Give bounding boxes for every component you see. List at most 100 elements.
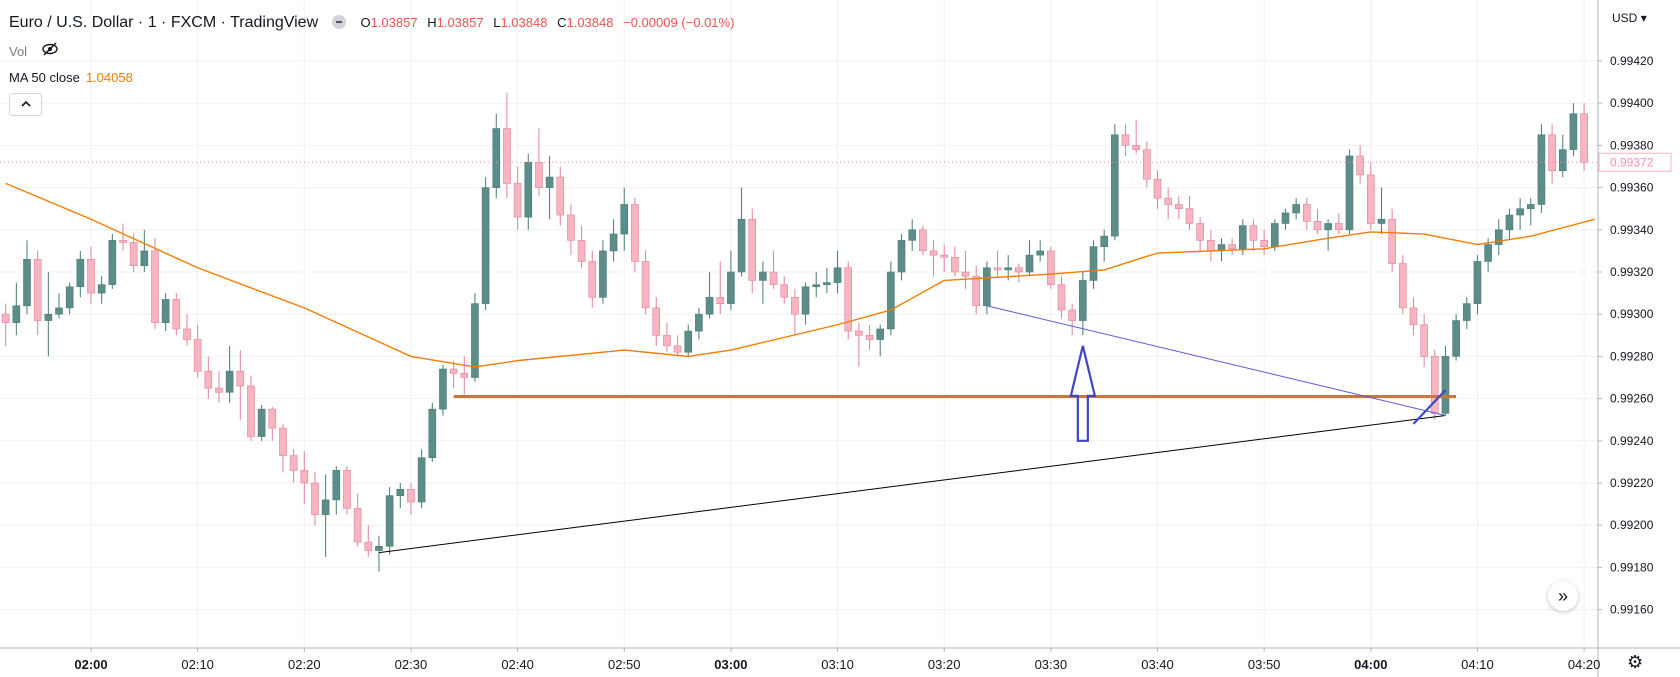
candle bbox=[332, 466, 341, 515]
candle-body bbox=[535, 161, 543, 188]
candle bbox=[705, 272, 714, 319]
candle-body bbox=[12, 305, 21, 323]
candle-body bbox=[151, 250, 159, 323]
candle-body bbox=[1324, 223, 1332, 231]
candles bbox=[1, 92, 1588, 572]
candle-body bbox=[908, 229, 917, 241]
price-tick-label: 0.99280 bbox=[1610, 349, 1654, 363]
price-tick-label: 0.99260 bbox=[1610, 392, 1654, 406]
eye-off-icon[interactable] bbox=[41, 42, 59, 59]
candle-body bbox=[887, 271, 895, 330]
candle bbox=[1228, 238, 1236, 256]
candle-body bbox=[833, 267, 842, 283]
candle bbox=[460, 356, 469, 395]
candle bbox=[1185, 196, 1194, 230]
candle-body bbox=[119, 240, 127, 243]
candle-body bbox=[791, 297, 799, 315]
candle-body bbox=[343, 470, 351, 509]
candle-body bbox=[1015, 267, 1023, 273]
low-label: L bbox=[493, 15, 501, 30]
candle bbox=[1452, 314, 1460, 361]
candle bbox=[193, 324, 202, 378]
close-label: C bbox=[557, 15, 567, 30]
candle-body bbox=[652, 307, 661, 336]
scroll-to-realtime-button[interactable]: » bbox=[1548, 581, 1578, 611]
candle-body bbox=[300, 470, 309, 484]
candle-body bbox=[1100, 235, 1108, 247]
symbol-title[interactable]: Euro / U.S. Dollar · 1 · FXCM · TradingV… bbox=[9, 14, 319, 31]
minus-icon[interactable] bbox=[332, 15, 347, 29]
candle bbox=[1430, 350, 1439, 420]
candle-body bbox=[225, 370, 234, 393]
ma-indicator[interactable]: MA 50 close 1.04058 bbox=[9, 70, 133, 85]
candle bbox=[1111, 124, 1119, 241]
candle-body bbox=[673, 345, 682, 353]
candle-body bbox=[492, 128, 501, 188]
time-tick-label: 03:40 bbox=[1141, 657, 1174, 672]
candle bbox=[769, 250, 778, 289]
candle-body bbox=[55, 307, 63, 315]
candle-body bbox=[1143, 149, 1151, 180]
time-tick-label: 03:50 bbox=[1248, 657, 1281, 672]
candle-body bbox=[695, 313, 703, 332]
time-tick-label: 03:00 bbox=[714, 657, 747, 672]
candle bbox=[919, 225, 927, 256]
collapse-legend-button[interactable] bbox=[9, 93, 42, 116]
currency-selector[interactable]: USD ▾ bbox=[1612, 11, 1647, 25]
candle bbox=[343, 466, 351, 515]
candle-body bbox=[961, 271, 970, 277]
drawings-over-layer[interactable] bbox=[378, 305, 1457, 554]
candle bbox=[620, 187, 629, 251]
price-tick-label: 0.99340 bbox=[1610, 223, 1654, 237]
candle-body bbox=[1313, 221, 1322, 231]
candle-body bbox=[929, 250, 938, 256]
candle bbox=[268, 407, 277, 441]
candle-body bbox=[1367, 174, 1375, 224]
candle bbox=[1398, 255, 1407, 315]
candle-body bbox=[1526, 204, 1535, 209]
candle bbox=[1281, 208, 1290, 230]
candle-body bbox=[481, 187, 490, 304]
time-tick-label: 02:30 bbox=[395, 657, 428, 672]
candle-body bbox=[545, 176, 554, 188]
candle-body bbox=[1228, 244, 1236, 250]
candle-body bbox=[737, 218, 746, 273]
candle-body bbox=[663, 334, 671, 347]
candle bbox=[204, 356, 213, 399]
candle bbox=[1260, 229, 1268, 256]
candle-body bbox=[1260, 240, 1268, 247]
candle-body bbox=[1580, 113, 1588, 163]
candle-body bbox=[129, 242, 138, 266]
candle bbox=[44, 272, 53, 357]
candle-body bbox=[503, 128, 511, 184]
price-tick-label: 0.99380 bbox=[1610, 138, 1654, 152]
candle-body bbox=[268, 408, 277, 429]
candle bbox=[599, 240, 607, 304]
chart-settings-button[interactable]: ⚙ bbox=[1627, 652, 1643, 673]
candle bbox=[1484, 238, 1492, 272]
candle-body bbox=[1494, 229, 1503, 245]
candle-body bbox=[801, 286, 810, 315]
candle bbox=[1494, 219, 1503, 256]
candle bbox=[1388, 208, 1396, 272]
candle bbox=[225, 345, 234, 403]
volume-indicator[interactable]: Vol bbox=[9, 42, 59, 59]
candle-body bbox=[1132, 145, 1140, 150]
candle bbox=[407, 483, 415, 515]
candle-body bbox=[812, 284, 821, 288]
candle bbox=[759, 261, 767, 304]
candle bbox=[567, 204, 575, 256]
candle-body bbox=[748, 218, 757, 281]
candle-body bbox=[1569, 113, 1578, 150]
candle-body bbox=[460, 372, 469, 378]
price-tick-label: 0.99400 bbox=[1610, 96, 1654, 110]
candle bbox=[695, 307, 703, 340]
candle bbox=[908, 219, 917, 251]
price-tick-label: 0.99240 bbox=[1610, 434, 1654, 448]
candle bbox=[1441, 345, 1450, 416]
high-label: H bbox=[427, 15, 437, 30]
candle bbox=[161, 293, 170, 332]
candle bbox=[1537, 124, 1546, 213]
